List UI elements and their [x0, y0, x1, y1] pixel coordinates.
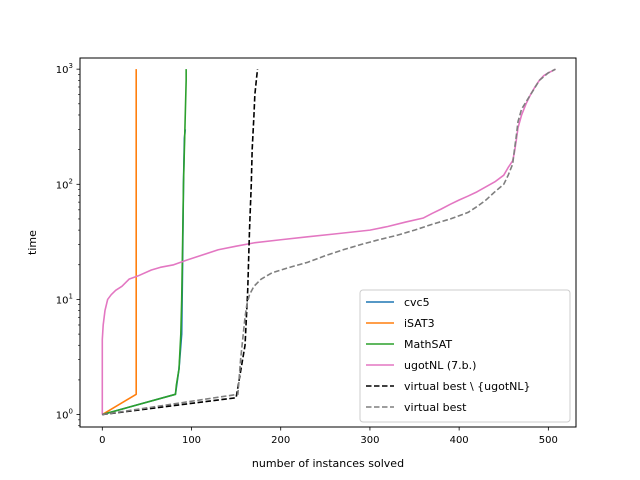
legend-label-5: virtual best — [404, 401, 467, 414]
legend-label-3: ugotNL (7.b.) — [404, 359, 476, 372]
plot-frame — [79, 57, 577, 428]
legend-label-0: cvc5 — [404, 296, 430, 309]
x-tick-label: 400 — [450, 435, 469, 446]
series-line-4 — [102, 69, 259, 416]
x-tick-label: 100 — [182, 435, 201, 446]
series-line-5 — [102, 68, 556, 416]
y-axis-label: time — [26, 230, 39, 255]
y-axis: 100 101 102 103 — [56, 62, 80, 427]
x-tick-label: 500 — [539, 435, 558, 446]
legend: cvc5 iSAT3 MathSAT ugotNL (7.b.) virtual bes… — [359, 289, 571, 423]
series-line-3 — [101, 68, 556, 415]
series-line-1 — [101, 69, 137, 416]
y-tick-label: 103 — [56, 62, 73, 76]
x-axis-label: number of instances solved — [252, 457, 404, 470]
x-tick-label: 300 — [360, 435, 379, 446]
series-layer — [101, 68, 556, 416]
x-tick-label: 200 — [271, 435, 290, 446]
y-tick-label: 102 — [56, 177, 73, 191]
series-line-2 — [102, 69, 187, 416]
legend-box — [359, 289, 571, 423]
legend-label-4: virtual best \ {ugotNL} — [404, 380, 531, 393]
x-tick-label: 0 — [99, 435, 105, 446]
y-tick-label: 101 — [56, 292, 73, 306]
x-axis: 0 100 200 300 400 500 — [99, 427, 558, 446]
legend-label-1: iSAT3 — [404, 317, 435, 330]
y-tick-label: 100 — [56, 408, 73, 422]
legend-label-2: MathSAT — [404, 338, 452, 351]
